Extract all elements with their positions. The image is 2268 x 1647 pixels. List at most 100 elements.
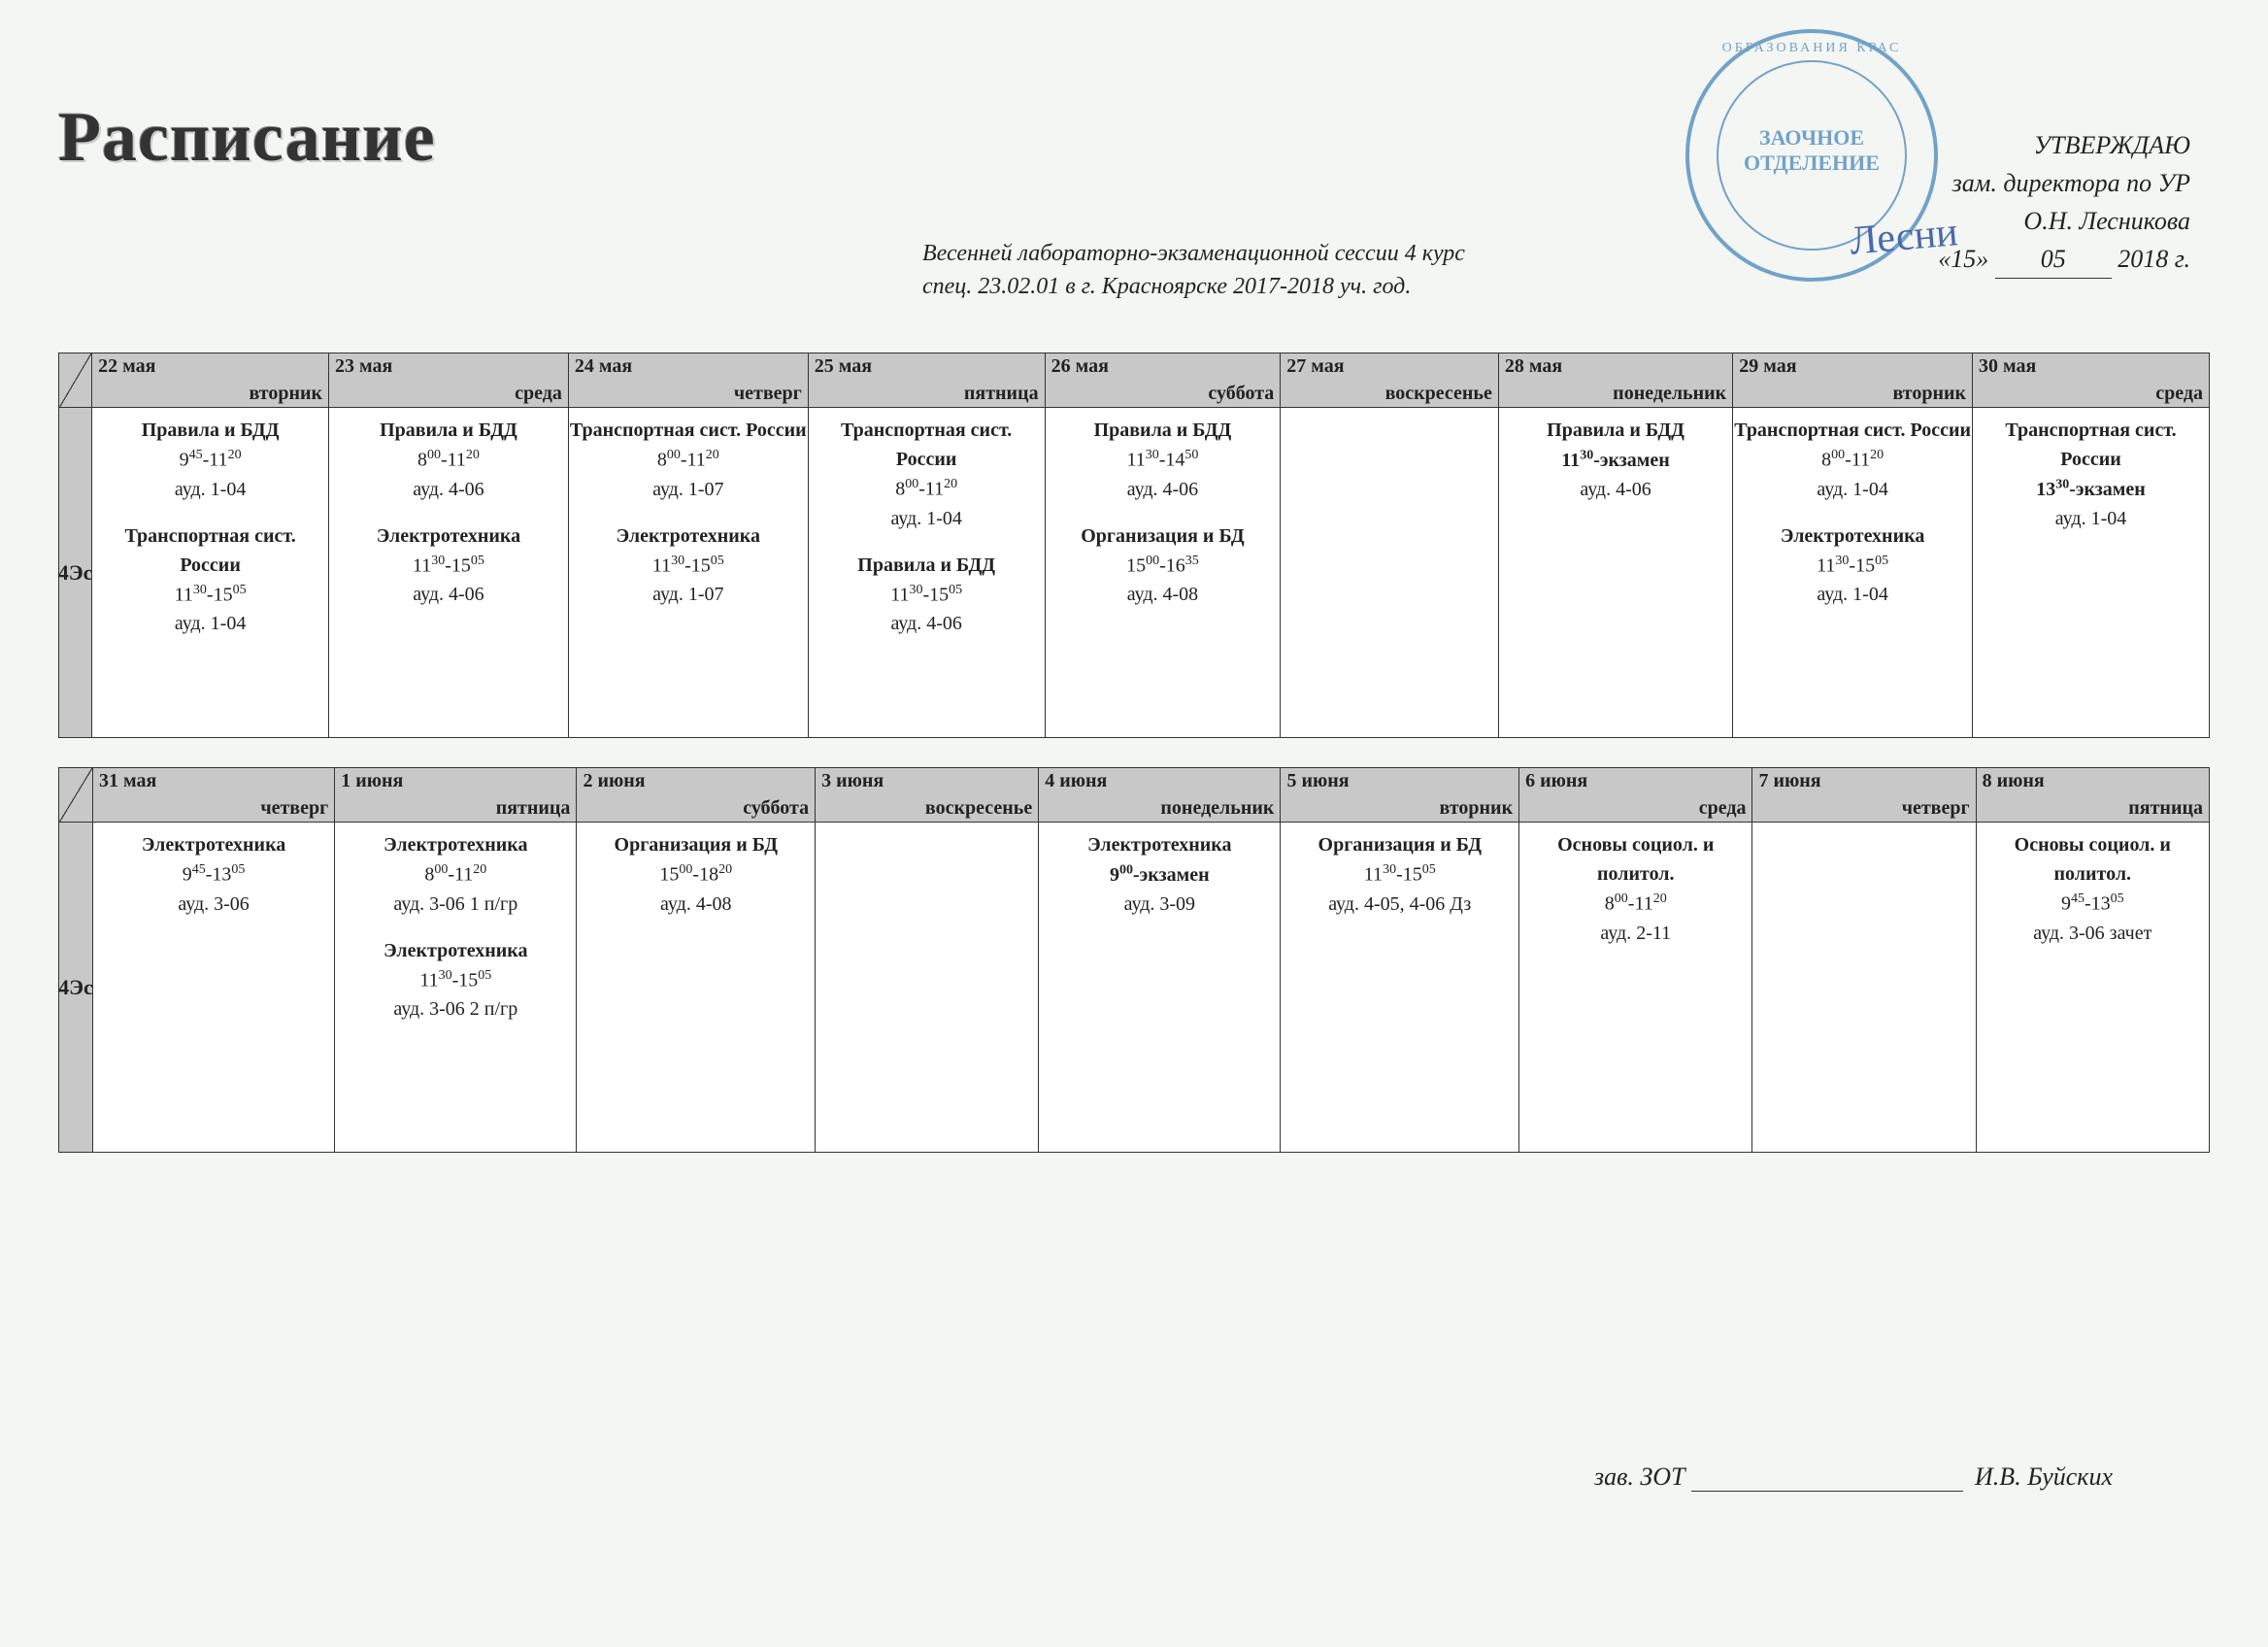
day-header: 25 маяпятница bbox=[808, 353, 1045, 408]
day-header: 23 маясреда bbox=[329, 353, 569, 408]
room: ауд. 1-04 bbox=[1973, 504, 2209, 533]
time-range: 800-1120 bbox=[1519, 889, 1751, 919]
room: ауд. 4-08 bbox=[1046, 580, 1281, 609]
stamp-center-2: ОТДЕЛЕНИЕ bbox=[1728, 151, 1895, 176]
room: ауд. 1-04 bbox=[1733, 580, 1972, 609]
time-range: 1130-1505 bbox=[92, 580, 328, 610]
time-range: 1130-1505 bbox=[329, 551, 568, 581]
schedule-cell: Основы социол. и политол. 945-1305 ауд. … bbox=[1976, 823, 2209, 1153]
day-dow: пятница bbox=[964, 383, 1039, 405]
time-range: 1500-1820 bbox=[577, 859, 815, 890]
room: ауд. 4-06 bbox=[329, 475, 568, 504]
approve-line3: О.Н. Лесникова bbox=[1938, 202, 2190, 240]
day-dow: среда bbox=[1699, 797, 1747, 820]
day-header: 8 июняпятница bbox=[1976, 768, 2209, 823]
subheader-line1: Весенней лабораторно-экзаменационной сес… bbox=[922, 238, 1465, 271]
time-range: 945-1305 bbox=[93, 859, 334, 890]
day-header: 30 маясреда bbox=[1973, 353, 2210, 408]
schedule-cell: Правила и БДД 800-1120 ауд. 4-06 Электро… bbox=[329, 408, 569, 738]
subject: Организация и БД bbox=[577, 830, 815, 859]
day-date: 6 июня bbox=[1525, 770, 1587, 792]
day-header: 7 июня четверг bbox=[1752, 768, 1976, 823]
time-range: 800-1120 bbox=[809, 474, 1045, 504]
time-range: 1130-1505 bbox=[809, 580, 1045, 610]
day-header: 5 июнявторник bbox=[1281, 768, 1519, 823]
day-dow: четверг bbox=[734, 383, 802, 405]
room: ауд. 4-06 bbox=[1046, 475, 1281, 504]
day-date: 23 мая bbox=[335, 355, 392, 378]
room: ауд. 1-04 bbox=[92, 475, 328, 504]
time-range: 945-1120 bbox=[92, 445, 328, 475]
room: ауд. 1-07 bbox=[569, 475, 808, 504]
session-subheader: Весенней лабораторно-экзаменационной сес… bbox=[922, 238, 1465, 303]
room: ауд. 3-06 2 п/гр bbox=[335, 994, 576, 1024]
subheader-line2: спец. 23.02.01 в г. Красноярске 2017-201… bbox=[922, 271, 1465, 304]
subject: Электротехника bbox=[569, 521, 808, 551]
approval-block: УТВЕРЖДАЮ зам. директора по УР О.Н. Лесн… bbox=[1938, 126, 2190, 279]
day-date: 31 мая bbox=[99, 770, 156, 792]
room: ауд. 1-04 bbox=[92, 609, 328, 638]
room: ауд. 1-04 bbox=[1733, 475, 1972, 504]
footer-signature: зав. ЗОТ И.В. Буйских bbox=[1594, 1462, 2113, 1492]
time-range: 1130-1505 bbox=[335, 965, 576, 995]
approve-month: 05 bbox=[2041, 245, 2066, 273]
schedule-cell: Электротехника 800-1120 ауд. 3-06 1 п/гр… bbox=[335, 823, 577, 1153]
day-date: 27 мая bbox=[1286, 355, 1344, 378]
day-dow: воскресенье bbox=[925, 797, 1032, 820]
day-date: 8 июня bbox=[1983, 770, 2045, 792]
subject: Транспортная сист. России bbox=[1973, 416, 2209, 474]
schedule-cell: Правила и БДД 1130-экзамен ауд. 4-06 bbox=[1498, 408, 1732, 738]
day-dow: пятница bbox=[496, 797, 571, 820]
schedule-cell: Правила и БДД 1130-1450 ауд. 4-06 Органи… bbox=[1045, 408, 1281, 738]
schedule-cell: Транспортная сист. России 800-1120 ауд. … bbox=[568, 408, 808, 738]
subject: Электротехника bbox=[335, 830, 576, 859]
day-header: 22 маявторник bbox=[92, 353, 329, 408]
subject: Электротехника bbox=[335, 936, 576, 965]
room: ауд. 3-06 1 п/гр bbox=[335, 890, 576, 919]
subject: Основы социол. и политол. bbox=[1977, 830, 2209, 889]
day-date: 7 июня bbox=[1758, 770, 1820, 792]
day-date: 30 мая bbox=[1979, 355, 2036, 378]
subject: Правила и БДД bbox=[1499, 416, 1732, 445]
day-header: 6 июня среда bbox=[1519, 768, 1752, 823]
schedule-cell: Организация и БД 1500-1820 ауд. 4-08 bbox=[577, 823, 816, 1153]
approve-line2: зам. директора по УР bbox=[1938, 164, 2190, 202]
room: ауд. 4-06 bbox=[329, 580, 568, 609]
subject: Правила и БДД bbox=[329, 416, 568, 445]
room: ауд. 3-09 bbox=[1039, 890, 1280, 919]
time-range: 945-1305 bbox=[1977, 889, 2209, 919]
time-range: 1500-1635 bbox=[1046, 551, 1281, 581]
schedule-cell-empty bbox=[816, 823, 1039, 1153]
day-header: 3 июнявоскресенье bbox=[816, 768, 1039, 823]
schedule-cell: Организация и БД 1130-1505 ауд. 4-05, 4-… bbox=[1281, 823, 1519, 1153]
schedule-cell: Правила и БДД 945-1120 ауд. 1-04 Транспо… bbox=[92, 408, 329, 738]
approve-line1: УТВЕРЖДАЮ bbox=[1938, 126, 2190, 164]
subject: Организация и БД bbox=[1281, 830, 1518, 859]
day-date: 1 июня bbox=[341, 770, 403, 792]
corner-cell bbox=[59, 768, 93, 823]
room: ауд. 1-07 bbox=[569, 580, 808, 609]
schedule-table-week1: 22 маявторник 23 маясреда 24 маячетверг … bbox=[58, 353, 2210, 738]
day-date: 4 июня bbox=[1045, 770, 1107, 792]
room: ауд. 3-06 bbox=[93, 890, 334, 919]
day-header: 31 маячетверг bbox=[92, 768, 334, 823]
time-range: 800-1120 bbox=[335, 859, 576, 890]
day-dow: суббота bbox=[743, 797, 809, 820]
day-dow: вторник bbox=[249, 383, 322, 405]
subject: Электротехника bbox=[329, 521, 568, 551]
day-date: 29 мая bbox=[1739, 355, 1796, 378]
day-header: 1 июня пятница bbox=[335, 768, 577, 823]
signature-scribble: Лесни bbox=[1848, 209, 1959, 265]
schedule-cell: Транспортная сист. России 800-1120 ауд. … bbox=[1733, 408, 1973, 738]
day-dow: понедельник bbox=[1613, 383, 1726, 405]
time-range: 1130-1450 bbox=[1046, 445, 1281, 475]
footer-label: зав. ЗОТ bbox=[1594, 1462, 1685, 1491]
schedule-cell-empty bbox=[1752, 823, 1976, 1153]
subject: Транспортная сист. России bbox=[809, 416, 1045, 474]
day-header: 29 маявторник bbox=[1733, 353, 1973, 408]
schedule-cell: Основы социол. и политол. 800-1120 ауд. … bbox=[1519, 823, 1752, 1153]
time-exam: 1330-экзамен bbox=[1973, 474, 2209, 504]
day-dow: четверг bbox=[1902, 797, 1970, 820]
time-range: 800-1120 bbox=[329, 445, 568, 475]
room: ауд. 2-11 bbox=[1519, 919, 1751, 948]
